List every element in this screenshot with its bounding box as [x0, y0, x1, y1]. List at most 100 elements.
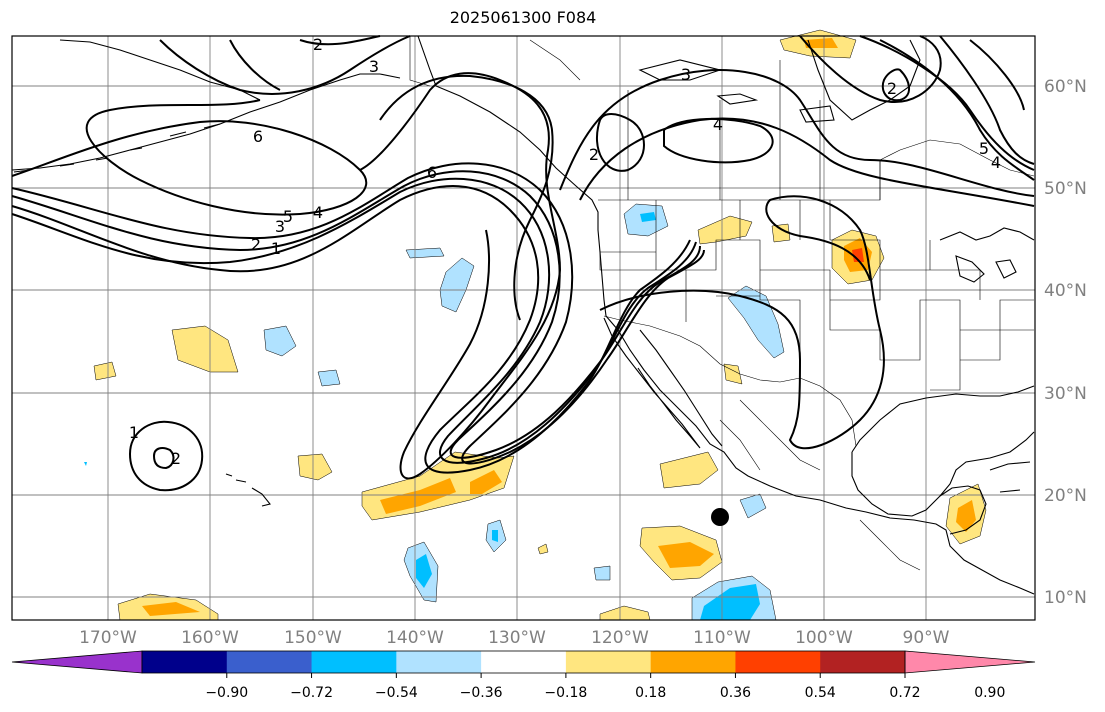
colorbar-tick-label: 0.36 [720, 685, 751, 701]
map-frame [11, 35, 1036, 621]
contour-line-canada-ridge-2 [579, 117, 1035, 207]
contour-label: 4 [713, 115, 723, 134]
contour-label: 2 [251, 235, 261, 254]
contour-label: 3 [681, 65, 691, 84]
contour-line-north [159, 35, 411, 95]
patch-positive [697, 215, 753, 245]
contour-line-hawaii-low-inner [152, 447, 175, 470]
plot-title: 2025061300 F084 [449, 8, 597, 27]
contour-label: 1 [129, 423, 139, 442]
patch-positive [537, 543, 549, 555]
patch-negative [84, 462, 87, 466]
patch-positive [297, 453, 333, 481]
contour-label: 4 [313, 203, 323, 222]
colorbar-tick-label: 0.90 [974, 685, 1005, 701]
patch-negative [727, 285, 785, 359]
contour-lines [11, 35, 1035, 492]
longitude-label: 140°W [386, 628, 444, 648]
latitude-label: 50°N [1044, 179, 1087, 199]
contour-line-east-4 [939, 35, 1035, 165]
contour-line-hawaii-low [128, 420, 204, 492]
patch-negative [439, 257, 475, 313]
latitude-label: 20°N [1044, 486, 1087, 506]
contour-label: 3 [275, 217, 285, 236]
longitude-label: 120°W [591, 628, 649, 648]
graticule [12, 36, 1035, 620]
patch-positive [470, 470, 502, 494]
contour-line-low-ne [881, 68, 910, 102]
colorbar-tick-label: −0.90 [205, 685, 248, 701]
contour-label: 5 [283, 207, 293, 226]
patch-negative [640, 212, 656, 222]
colorbar-segment [481, 651, 567, 673]
longitude-labels: 170°W 160°W 150°W 140°W 130°W 120°W 110°W 100°W… [79, 628, 950, 648]
patch-negative [593, 565, 611, 581]
longitude-label: 170°W [79, 628, 137, 648]
yucatan-peninsula [939, 485, 987, 535]
patch-positive [142, 602, 200, 616]
contour-label: 2 [589, 145, 599, 164]
us-canada-border [598, 139, 1035, 201]
colorbar: −0.90 −0.72 −0.54 −0.36 −0.18 0.18 0.36 0.54 0.7… [11, 650, 1036, 701]
patch-negative [317, 369, 341, 387]
us-state-lines [599, 200, 1034, 391]
contour-line-sw-closed [599, 195, 885, 450]
patch-negative [492, 530, 498, 542]
latitude-label: 60°N [1044, 77, 1087, 97]
location-marker [711, 508, 729, 526]
contour-line-6 [11, 72, 562, 480]
longitude-label: 150°W [284, 628, 342, 648]
colorbar-tick-label: 0.72 [889, 685, 920, 701]
patch-positive [723, 363, 743, 385]
contour-label: 1 [271, 239, 281, 258]
longitude-label: 160°W [181, 628, 239, 648]
colorbar-segment [820, 651, 906, 673]
patch-negative [416, 554, 432, 588]
latitude-label: 40°N [1044, 281, 1087, 301]
contour-line-3 [11, 177, 697, 464]
longitude-label: 100°W [795, 628, 853, 648]
patch-negative [739, 493, 767, 519]
gulf-of-mexico-coastline [851, 431, 1035, 517]
longitude-label: 110°W [693, 628, 751, 648]
alaska-north-coast [59, 39, 261, 101]
colorbar-tick-label: −0.18 [544, 685, 587, 701]
colorbar-extend-low [11, 650, 143, 674]
colorbar-segment [650, 651, 736, 673]
hawaii-islands [225, 473, 271, 507]
colorbar-outline [141, 650, 906, 674]
colorbar-segment [142, 651, 228, 673]
contour-line-4 [11, 170, 701, 459]
patch-positive [804, 38, 838, 48]
longitude-label: 90°W [903, 628, 950, 648]
patch-positive [658, 542, 714, 568]
contour-line-east-3 [879, 39, 1035, 181]
colorbar-segment [396, 651, 482, 673]
colorbar-segment [226, 651, 313, 673]
negative-anomaly-patches [84, 203, 785, 621]
contour-line-canada-ridge [559, 69, 1035, 197]
gulf-of-california [639, 329, 723, 447]
contour-label: 2 [887, 79, 897, 98]
colorbar-segment [311, 651, 397, 673]
patch-positive [171, 325, 239, 373]
contour-label: 3 [369, 57, 379, 76]
patch-positive [599, 605, 651, 621]
colorbar-tick-label: 0.18 [635, 685, 666, 701]
contour-line-east-1 [799, 35, 942, 103]
colorbar-extend-high [904, 650, 1036, 674]
us-mexico-border [603, 315, 857, 447]
colorbar-tick-label: 0.54 [805, 685, 836, 701]
contour-label: 2 [313, 35, 323, 54]
patch-positive [93, 361, 117, 381]
contour-line-canada-low [595, 113, 645, 172]
contour-label: 5 [979, 139, 989, 158]
patch-negative [263, 325, 297, 357]
colorbar-tick-label: −0.36 [460, 685, 503, 701]
positive-anomaly-patches [93, 29, 987, 621]
canadian-islands [638, 59, 835, 123]
aleutian-islands [13, 123, 221, 173]
patch-positive [852, 248, 864, 262]
